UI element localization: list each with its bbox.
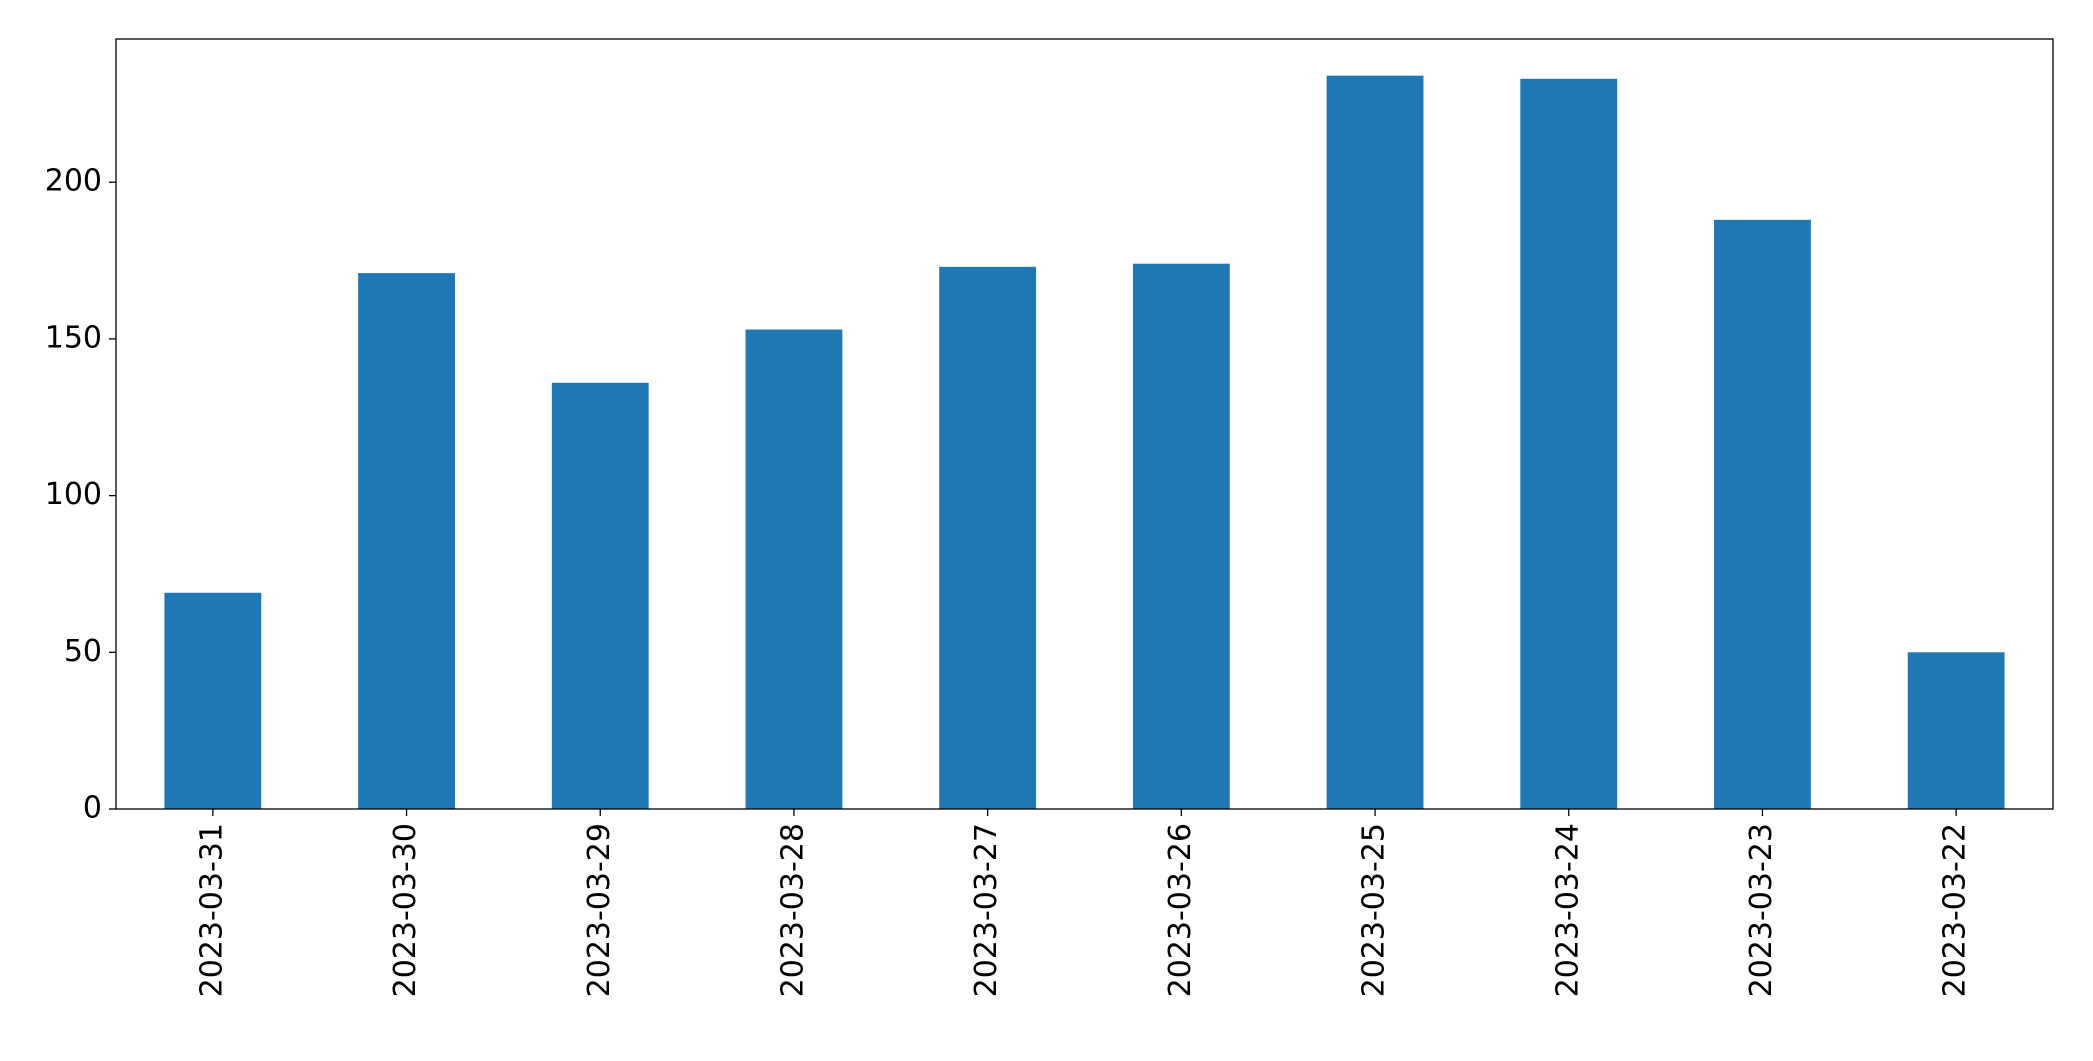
bar xyxy=(939,266,1037,810)
bar xyxy=(1520,78,1618,810)
y-tick-label: 200 xyxy=(45,164,102,199)
bar xyxy=(1326,75,1424,809)
bar xyxy=(745,329,843,809)
plot-frame xyxy=(115,38,2054,810)
x-tick-label: 2023-03-23 xyxy=(1744,823,1779,997)
x-tick-label: 2023-03-31 xyxy=(194,823,229,997)
x-tick-label: 2023-03-22 xyxy=(1938,823,1973,997)
y-tick-label: 150 xyxy=(45,320,102,355)
bar xyxy=(1907,652,2005,809)
bar xyxy=(1132,263,1230,809)
y-tick-label: 100 xyxy=(45,477,102,512)
bar xyxy=(1714,219,1811,809)
x-tick-label: 2023-03-30 xyxy=(388,823,423,997)
x-tick-label: 2023-03-27 xyxy=(969,823,1004,997)
bar xyxy=(164,592,262,809)
x-tick-label: 2023-03-24 xyxy=(1550,823,1585,997)
bar xyxy=(358,273,455,810)
bar xyxy=(551,382,649,809)
x-tick-label: 2023-03-29 xyxy=(582,823,617,997)
x-tick-label: 2023-03-28 xyxy=(775,823,810,997)
y-tick-label: 0 xyxy=(83,791,102,826)
x-tick-label: 2023-03-25 xyxy=(1357,823,1392,997)
y-tick-label: 50 xyxy=(64,634,102,669)
x-tick-label: 2023-03-26 xyxy=(1163,823,1198,997)
